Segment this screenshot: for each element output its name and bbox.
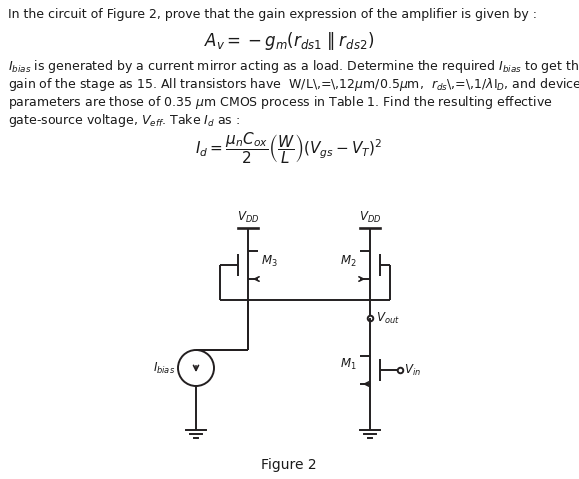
- Text: $I_d = \dfrac{\mu_n C_{ox}}{2}\left(\dfrac{W}{L}\right)\left(V_{gs} - V_T\right): $I_d = \dfrac{\mu_n C_{ox}}{2}\left(\dfr…: [195, 130, 383, 166]
- Text: $V_{out}$: $V_{out}$: [376, 310, 400, 326]
- Text: $I_{bias}$ is generated by a current mirror acting as a load. Determine the requ: $I_{bias}$ is generated by a current mir…: [8, 58, 579, 75]
- Text: $M_2$: $M_2$: [340, 253, 357, 269]
- Text: $V_{DD}$: $V_{DD}$: [359, 210, 381, 225]
- Text: gain of the stage as 15. All transistors have  W/L\,=\,12$\mu$m/0.5$\mu$m,  $r_{: gain of the stage as 15. All transistors…: [8, 76, 579, 93]
- Text: Figure 2: Figure 2: [261, 458, 317, 472]
- Text: $M_3$: $M_3$: [261, 253, 278, 269]
- Text: $A_v = -g_m\left(r_{ds1}\;\|\;r_{ds2}\right)$: $A_v = -g_m\left(r_{ds1}\;\|\;r_{ds2}\ri…: [204, 30, 374, 52]
- Text: $I_{bias}$: $I_{bias}$: [153, 361, 175, 376]
- Text: $V_{in}$: $V_{in}$: [404, 363, 421, 377]
- Text: $V_{DD}$: $V_{DD}$: [237, 210, 259, 225]
- Text: In the circuit of Figure 2, prove that the gain expression of the amplifier is g: In the circuit of Figure 2, prove that t…: [8, 8, 537, 21]
- Text: gate-source voltage, $V_{eff}$. Take $I_d$ as :: gate-source voltage, $V_{eff}$. Take $I_…: [8, 112, 240, 129]
- Text: $M_1$: $M_1$: [340, 356, 357, 372]
- Text: parameters are those of 0.35 $\mu$m CMOS process in Table 1. Find the resulting : parameters are those of 0.35 $\mu$m CMOS…: [8, 94, 552, 111]
